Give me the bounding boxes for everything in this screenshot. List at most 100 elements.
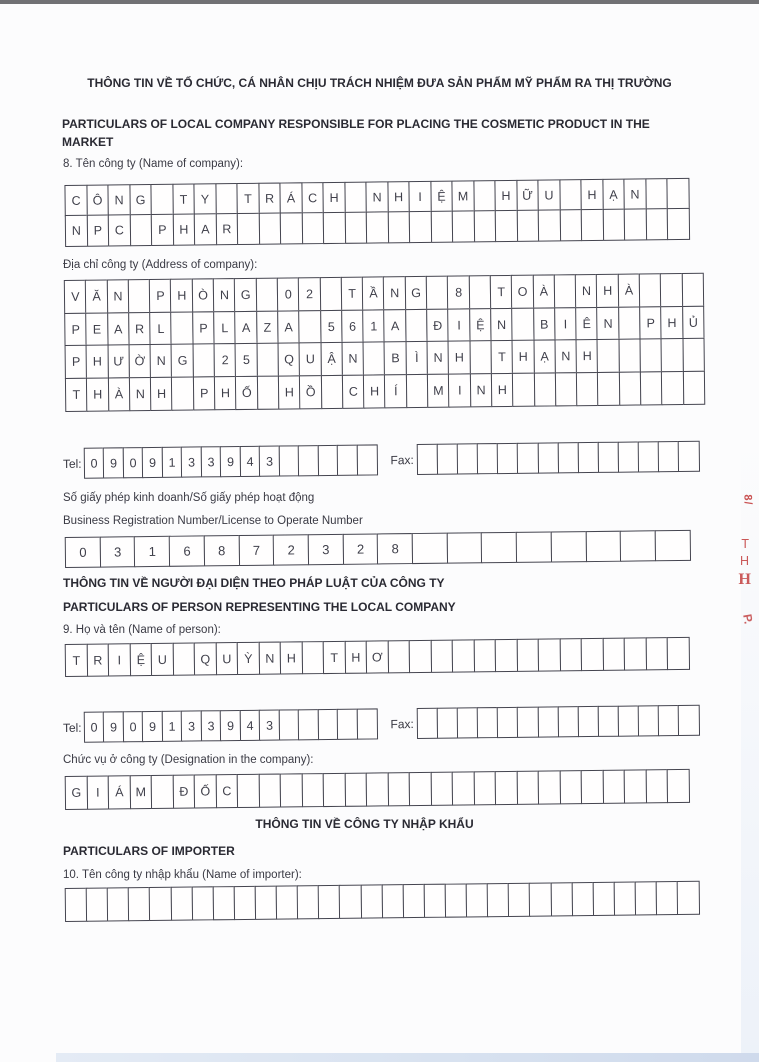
grid-cell: N bbox=[383, 276, 407, 311]
grid-cell: 2 bbox=[342, 533, 379, 565]
grid-cell: A bbox=[277, 309, 301, 345]
grid-cell: O bbox=[511, 274, 535, 309]
grid-cell bbox=[436, 707, 459, 739]
grid-cell: Ư bbox=[107, 344, 131, 379]
grid-cell: V bbox=[63, 279, 87, 315]
company-tel-label: Tel: bbox=[62, 456, 82, 471]
grid-cell bbox=[580, 637, 604, 672]
grid-cell: Ồ bbox=[299, 374, 323, 410]
grid-cell: 0 bbox=[83, 711, 105, 743]
grid-cell bbox=[554, 372, 578, 407]
section-market-title-en: PARTICULARS OF LOCAL COMPANY RESPONSIBLE… bbox=[62, 117, 650, 149]
grid-cell bbox=[468, 275, 492, 310]
grid-cell bbox=[559, 770, 583, 805]
grid-cell bbox=[597, 705, 620, 737]
grid-cell: G bbox=[234, 277, 258, 313]
grid-cell: 3 bbox=[200, 710, 222, 742]
grid-cell bbox=[550, 531, 587, 563]
grid-cell: H bbox=[279, 641, 303, 675]
grid-cell bbox=[666, 177, 690, 210]
grid-cell bbox=[85, 887, 109, 922]
grid-cell bbox=[64, 887, 88, 922]
grid-cell: 9 bbox=[219, 709, 242, 742]
grid-cell: R bbox=[86, 643, 110, 677]
grid-cell: H bbox=[170, 278, 194, 313]
grid-cell: Ỳ bbox=[236, 641, 260, 676]
grid-cell bbox=[473, 771, 497, 806]
grid-cell bbox=[517, 706, 540, 738]
grid-cell: 0 bbox=[276, 277, 300, 312]
grid-cell bbox=[322, 212, 347, 245]
grid-cell: 0 bbox=[64, 536, 102, 568]
grid-cell bbox=[317, 884, 341, 920]
grid-cell: H bbox=[511, 339, 535, 375]
grid-cell: À bbox=[107, 377, 131, 412]
grid-cell: N bbox=[341, 341, 365, 377]
grid-cell: N bbox=[469, 372, 493, 408]
grid-cell: Đ bbox=[172, 774, 196, 809]
grid-cell bbox=[497, 706, 519, 739]
grid-cell: À bbox=[532, 274, 556, 309]
grid-cell bbox=[681, 272, 705, 307]
grid-cell bbox=[423, 883, 447, 918]
grid-cell: H bbox=[322, 181, 346, 214]
grid-cell: H bbox=[494, 179, 518, 212]
scan-tint-right-edge bbox=[741, 430, 759, 1053]
grid-cell bbox=[516, 209, 540, 242]
grid-cell bbox=[411, 532, 449, 565]
grid-cell: 0 bbox=[122, 711, 144, 743]
grid-cell: N bbox=[149, 343, 173, 379]
grid-cell bbox=[446, 532, 483, 564]
grid-cell: A bbox=[383, 308, 407, 343]
grid-cell: 8 bbox=[447, 275, 471, 310]
grid-cell: A bbox=[106, 311, 130, 347]
grid-cell: M bbox=[451, 180, 475, 213]
grid-cell: 5 bbox=[234, 343, 258, 378]
grid-cell: Ệ bbox=[468, 307, 492, 343]
grid-cell bbox=[317, 708, 339, 741]
grid-cell bbox=[637, 441, 660, 473]
grid-cell: 6 bbox=[168, 535, 206, 567]
grid-cell: 4 bbox=[239, 445, 261, 477]
grid-cell: 9 bbox=[141, 446, 164, 479]
grid-cell bbox=[507, 882, 531, 917]
grid-cell: 1 bbox=[161, 446, 183, 478]
grid-cell bbox=[387, 640, 411, 674]
grid-cell bbox=[645, 769, 669, 804]
grid-cell bbox=[639, 371, 663, 406]
grid-cell bbox=[319, 276, 343, 312]
grid-cell bbox=[171, 376, 195, 411]
grid-cell bbox=[512, 372, 536, 407]
grid-cell bbox=[596, 338, 621, 374]
grid-cell bbox=[682, 370, 706, 405]
grid-cell bbox=[258, 773, 282, 808]
grid-cell bbox=[655, 881, 679, 916]
grid-cell: 6 bbox=[341, 309, 365, 344]
grid-cell bbox=[405, 373, 429, 408]
grid-cell bbox=[472, 180, 497, 213]
grid-cell bbox=[275, 885, 299, 920]
section-market-title-vi: THÔNG TIN VỀ TỔ CHỨC, CÁ NHÂN CHỊU TRÁCH… bbox=[87, 76, 672, 90]
grid-cell bbox=[494, 638, 518, 673]
grid-cell: 3 bbox=[307, 533, 345, 566]
grid-cell bbox=[279, 212, 304, 245]
person-tel-label: Tel: bbox=[62, 720, 82, 735]
importer-name-grid bbox=[64, 880, 700, 922]
grid-cell bbox=[559, 638, 583, 672]
grid-cell bbox=[645, 637, 669, 671]
grid-cell: P bbox=[148, 278, 173, 314]
grid-cell: U bbox=[150, 642, 174, 677]
grid-cell: H bbox=[596, 273, 620, 308]
grid-cell: 1 bbox=[134, 535, 171, 568]
grid-cell bbox=[416, 443, 439, 475]
grid-cell: T bbox=[340, 276, 364, 311]
grid-cell bbox=[336, 708, 359, 740]
grid-cell: P bbox=[639, 305, 663, 341]
grid-cell: 3 bbox=[180, 710, 203, 742]
